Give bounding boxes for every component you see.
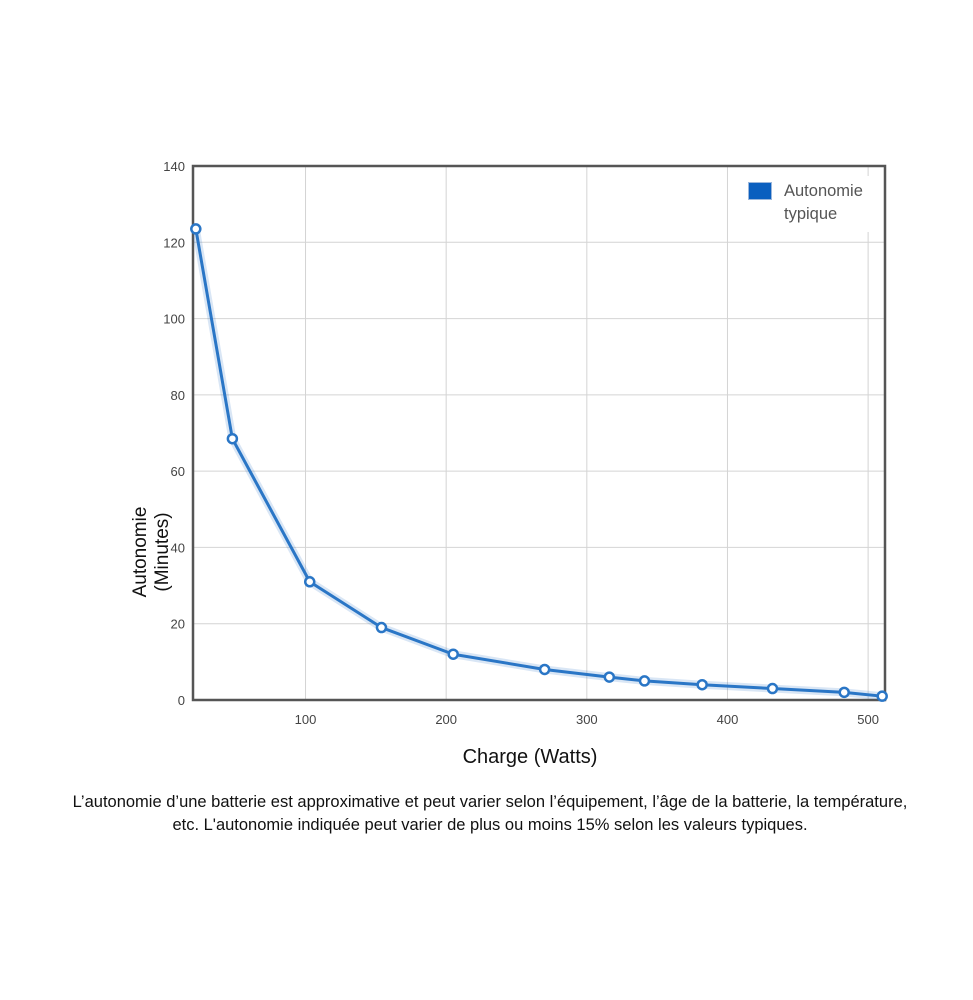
x-tick-label: 500: [857, 712, 879, 727]
y-axis-label: Autonomie (Minutes): [130, 472, 174, 632]
legend: Autonomie typique: [740, 176, 883, 232]
data-point: [603, 671, 616, 683]
x-axis-label: Charge (Watts): [462, 746, 598, 768]
y-tick-label: 60: [171, 464, 185, 479]
x-tick-label: 200: [435, 712, 457, 727]
x-tick-label: 100: [295, 712, 317, 727]
data-point: [838, 686, 850, 699]
y-axis-label-line-2: (Minutes): [152, 512, 173, 592]
data-point: [447, 648, 459, 660]
data-point: [638, 675, 651, 687]
data-point: [375, 621, 388, 634]
y-tick-label: 0: [178, 693, 185, 708]
plot-border: [191, 164, 887, 702]
y-tick-label: 80: [171, 388, 185, 403]
legend-label: Autonomie typique: [784, 182, 863, 223]
series-line: [194, 228, 883, 698]
data-point: [190, 223, 202, 235]
data-point: [696, 678, 708, 691]
y-tick-label: 140: [163, 159, 185, 174]
data-point: [303, 576, 316, 588]
y-tick-label: 100: [163, 312, 185, 327]
plot-background: [193, 166, 885, 700]
data-point: [766, 682, 779, 695]
x-tick-label: 300: [576, 712, 598, 727]
y-tick-label: 20: [171, 617, 185, 632]
legend-swatch: [748, 182, 772, 200]
data-point: [226, 432, 239, 445]
data-point: [876, 690, 888, 702]
y-tick-label: 120: [163, 235, 185, 250]
x-tick-label: 400: [717, 712, 739, 727]
y-axis-label-line-1: Autonomie: [130, 506, 151, 598]
y-tick-label: 40: [171, 540, 185, 555]
data-point: [538, 663, 551, 676]
footnote: L’autonomie d’une batterie est approxima…: [72, 793, 908, 834]
